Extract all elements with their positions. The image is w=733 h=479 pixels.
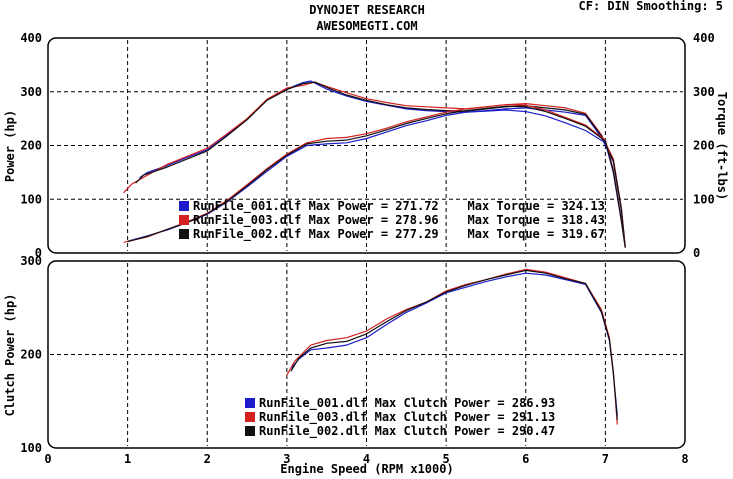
top-series-line-torque-1 <box>123 81 626 248</box>
bottom-y-tick-label: 200 <box>20 348 42 362</box>
top-legend-entry-run-002: RunFile_002.dlf Max Power = 277.29 Max T… <box>193 227 605 242</box>
chart-title-line1: DYNOJET RESEARCH <box>309 3 425 17</box>
bottom-panel-grid <box>50 263 683 446</box>
x-axis-label: Engine Speed (RPM x1000) <box>280 462 453 476</box>
top-y-right-tick-label: 0 <box>693 246 700 260</box>
top-y-tick-label: 100 <box>20 192 42 206</box>
top-y-tick-label: 400 <box>20 31 42 45</box>
bottom-panel-series <box>286 268 618 425</box>
top-legend: RunFile_001.dlf Max Power = 271.72 Max T… <box>179 199 605 242</box>
top-y-right-tick-label: 200 <box>693 139 715 153</box>
top-y-tick-label: 200 <box>20 139 42 153</box>
x-tick-label: 5 <box>443 452 450 466</box>
bottom-y-tick-label: 300 <box>20 254 42 268</box>
x-tick-label: 2 <box>204 452 211 466</box>
top-y-tick-label: 0 <box>35 246 42 260</box>
top-panel-grid <box>50 40 683 251</box>
x-tick-label: 7 <box>602 452 609 466</box>
top-legend-swatch-run-001 <box>179 201 189 211</box>
bottom-legend: RunFile_001.dlf Max Clutch Power = 286.9… <box>245 396 555 439</box>
top-legend-swatch-run-003 <box>179 215 189 225</box>
top-y-right-tick-label: 400 <box>693 31 715 45</box>
bottom-legend-swatch-run-003 <box>245 412 255 422</box>
chart-settings: CF: DIN Smoothing: 5 <box>579 0 724 13</box>
bottom-panel-ticks: 100 200 300 0 1 2 3 4 5 6 7 8 <box>20 254 688 466</box>
bottom-legend-swatch-run-002 <box>245 426 255 436</box>
bottom-legend-entry-run-003: RunFile_003.dlf Max Clutch Power = 291.1… <box>259 410 555 425</box>
x-tick-label: 0 <box>44 452 51 466</box>
bottom-y-tick-label: 100 <box>20 441 42 455</box>
x-tick-label: 8 <box>681 452 688 466</box>
bottom-series-line-1 <box>286 268 618 425</box>
chart-title-line2: AWESOMEGTI.COM <box>316 19 417 33</box>
bottom-series-line-2 <box>290 269 618 420</box>
top-series-line-power-4 <box>123 104 626 248</box>
x-tick-label: 6 <box>522 452 529 466</box>
top-series-line-power-5 <box>127 105 626 248</box>
x-tick-label: 4 <box>363 452 370 466</box>
top-y-tick-label: 300 <box>20 85 42 99</box>
top-series-line-torque-2 <box>135 81 626 248</box>
top-y-right-tick-label: 100 <box>693 192 715 206</box>
top-y-right-axis-label: Torque (ft-lbs) <box>715 92 729 200</box>
top-legend-swatch-run-002 <box>179 229 189 239</box>
bottom-y-axis-label: Clutch Power (hp) <box>3 294 17 417</box>
top-y-axis-label: Power (hp) <box>3 110 17 182</box>
top-panel-series <box>123 80 626 248</box>
bottom-legend-swatch-run-001 <box>245 398 255 408</box>
bottom-legend-entry-run-002: RunFile_002.dlf Max Clutch Power = 290.4… <box>259 424 555 439</box>
top-y-right-tick-label: 300 <box>693 85 715 99</box>
top-legend-entry-run-001: RunFile_001.dlf Max Power = 271.72 Max T… <box>193 199 605 214</box>
x-tick-label: 3 <box>283 452 290 466</box>
bottom-legend-entry-run-001: RunFile_001.dlf Max Clutch Power = 286.9… <box>259 396 555 411</box>
top-panel-ticks: 0 100 200 300 400 0 100 200 300 400 <box>20 31 714 260</box>
top-legend-entry-run-003: RunFile_003.dlf Max Power = 278.96 Max T… <box>193 213 605 228</box>
x-tick-label: 1 <box>124 452 131 466</box>
